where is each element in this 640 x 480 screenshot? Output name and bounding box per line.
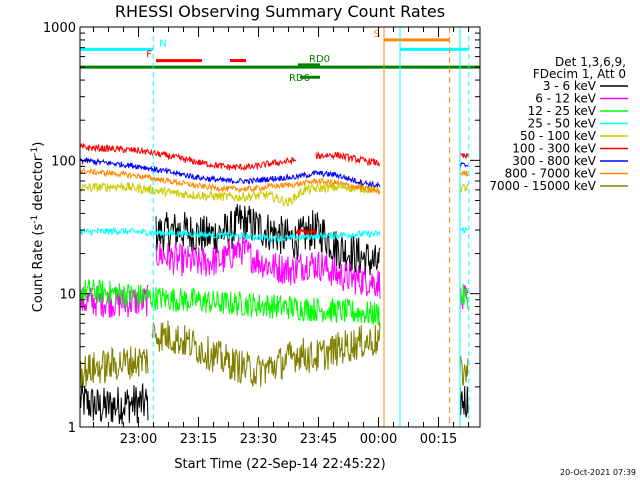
series-8-segment-0 — [79, 346, 149, 389]
series-3-segment-0 — [79, 226, 381, 243]
series-0-segment-0 — [79, 380, 149, 425]
x-ticks: 23:00 23:15 23:30 23:45 00:00 00:15 — [93, 27, 470, 447]
series-4-segment-1 — [459, 183, 469, 193]
y-tick-label: 1000 — [43, 21, 76, 36]
series-6-segment-0 — [79, 157, 381, 188]
series-4-segment-0 — [79, 180, 381, 207]
legend-header-1: Det 1,3,6,9, — [555, 55, 626, 69]
y-ticks: 1 10 100 1000 — [43, 21, 480, 436]
y-axis-label: Count Rate (s-1 detector-1) — [30, 142, 46, 313]
flag-label-rd6: RD6 — [289, 73, 310, 84]
series-7-segment-1 — [459, 170, 469, 178]
render-timestamp: 20-Oct-2021 07:39 — [560, 468, 636, 477]
legend-label-8: 7000 - 15000 keV — [489, 179, 596, 193]
chart-title: RHESSI Observing Summary Count Rates — [115, 2, 445, 21]
series-5-segment-0 — [79, 142, 297, 172]
marker-layer — [152, 27, 470, 427]
series-8 — [79, 320, 469, 389]
legend-label-2: 12 - 25 keV — [528, 104, 597, 118]
series-3 — [79, 226, 469, 243]
series-7 — [79, 167, 469, 195]
flag-label-n: N — [159, 38, 166, 49]
legend-header-2: FDecim 1, Att 0 — [533, 67, 626, 81]
x-tick-label: 00:00 — [360, 432, 397, 447]
plot-frame — [79, 26, 481, 428]
legend: Det 1,3,6,9, FDecim 1, Att 0 3 - 6 keV6 … — [489, 55, 628, 193]
legend-label-1: 6 - 12 keV — [535, 92, 597, 106]
series-2 — [79, 278, 469, 327]
series-6-segment-1 — [459, 161, 469, 168]
legend-label-5: 100 - 300 keV — [512, 142, 596, 156]
series-5-segment-3 — [459, 152, 469, 159]
series-8-segment-1 — [151, 320, 381, 387]
y-tick-label: 100 — [51, 154, 76, 169]
flag-label-f: F — [146, 50, 152, 61]
series-2-segment-0 — [79, 278, 381, 327]
x-tick-label: 23:00 — [120, 432, 157, 447]
flag-label-s: S — [374, 29, 380, 40]
series-0-segment-2 — [459, 381, 469, 418]
series-4 — [79, 180, 469, 207]
x-axis-label: Start Time (22-Sep-14 22:45:22) — [174, 457, 385, 472]
y-tick-label: 10 — [59, 288, 76, 303]
series-2-segment-1 — [459, 283, 469, 310]
legend-label-3: 25 - 50 keV — [528, 117, 597, 131]
y-tick-label: 1 — [68, 421, 76, 436]
series-7-segment-0 — [79, 167, 381, 195]
ylabel: Count Rate (s-1 detector-1) — [30, 142, 46, 313]
series-5 — [79, 142, 469, 236]
flag-layer: NF RD6 RD0 S — [80, 29, 480, 84]
legend-label-7: 800 - 7000 keV — [505, 167, 597, 181]
series-layer — [79, 142, 469, 425]
series-6 — [79, 157, 469, 188]
x-tick-label: 00:15 — [420, 432, 457, 447]
series-5-segment-1 — [295, 227, 317, 236]
x-tick-label: 23:30 — [240, 432, 277, 447]
series-0-segment-1 — [155, 204, 381, 278]
flag-label-rd0: RD0 — [309, 54, 330, 65]
series-0 — [79, 204, 469, 425]
x-tick-label: 23:45 — [300, 432, 337, 447]
series-3-segment-1 — [459, 226, 469, 235]
series-5-segment-2 — [315, 150, 381, 167]
legend-label-6: 300 - 800 keV — [512, 154, 596, 168]
series-1-segment-1 — [155, 234, 381, 299]
series-8-segment-2 — [459, 355, 469, 386]
legend-label-4: 50 - 100 keV — [520, 129, 597, 143]
x-tick-label: 23:15 — [180, 432, 217, 447]
legend-label-0: 3 - 6 keV — [543, 79, 597, 93]
